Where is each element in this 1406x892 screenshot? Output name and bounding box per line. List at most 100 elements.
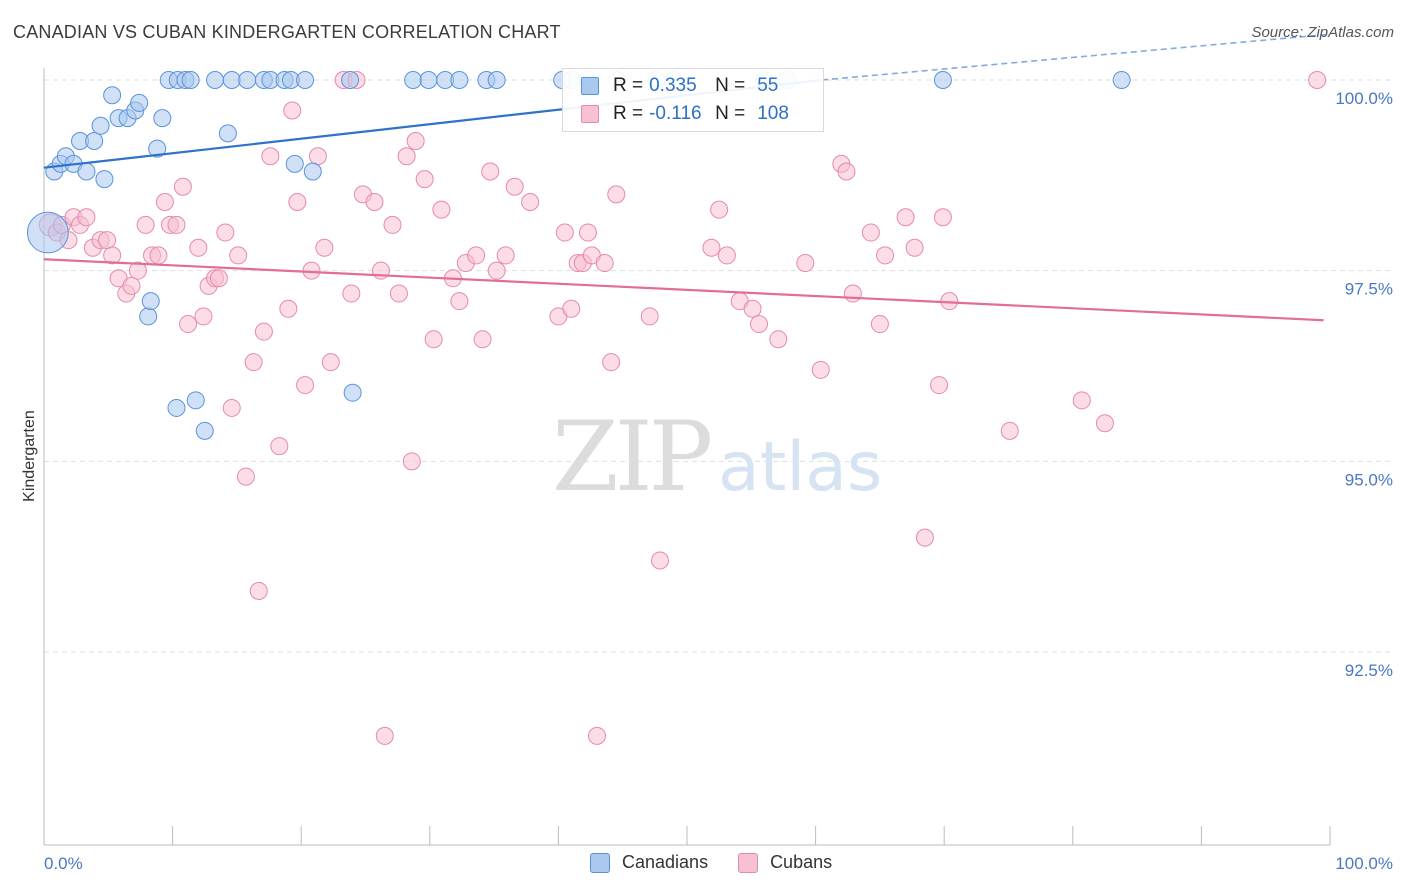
- canadians-point: [26, 211, 69, 254]
- cubans-point: [505, 177, 524, 196]
- canadians-point: [343, 383, 362, 402]
- cubans-point: [315, 238, 334, 257]
- cubans-point: [467, 246, 486, 265]
- cubans-point: [905, 238, 924, 257]
- legend-row-canadians: R = 0.335 N = 55: [581, 75, 778, 97]
- cubans-point: [194, 307, 213, 326]
- legend-r-label: R =: [613, 103, 644, 124]
- cubans-point: [562, 299, 581, 318]
- canadians-point: [218, 124, 237, 143]
- cubans-point: [487, 261, 506, 280]
- canadians-point: [195, 421, 214, 440]
- canadians-swatch: [581, 77, 599, 95]
- legend-n-label: N =: [715, 103, 746, 124]
- canadians-trend-extension: [821, 33, 1331, 81]
- cubans-point: [155, 193, 174, 212]
- cubans-point: [167, 215, 186, 234]
- canadians-point: [181, 71, 200, 89]
- watermark-atlas: atlas: [718, 428, 882, 507]
- legend-r-label: R =: [613, 75, 644, 96]
- cubans-swatch: [738, 852, 759, 873]
- cubans-point: [402, 452, 421, 471]
- cubans-point: [650, 551, 669, 570]
- legend-item-cubans: Cubans: [738, 852, 832, 873]
- cubans-point: [1095, 414, 1114, 433]
- y-tick-label: 100.0%: [1335, 89, 1393, 108]
- cubans-point: [179, 315, 198, 334]
- legend-label-cubans: Cubans: [770, 852, 833, 872]
- canadians-point: [153, 109, 172, 128]
- cubans-point: [861, 223, 880, 242]
- legend-label-canadians: Canadians: [622, 852, 709, 872]
- legend-r-value: 0.335: [649, 75, 697, 96]
- cubans-point: [122, 276, 141, 295]
- cubans-point: [389, 284, 408, 303]
- source-credit: Source: ZipAtlas.com: [1251, 24, 1394, 41]
- canadians-point: [77, 162, 96, 181]
- cubans-point: [811, 360, 830, 379]
- cubans-point: [843, 284, 862, 303]
- cubans-point: [415, 170, 434, 189]
- cubans-point: [496, 246, 515, 265]
- cubans-point: [473, 330, 492, 349]
- cubans-point: [915, 528, 934, 547]
- cubans-point: [607, 185, 626, 204]
- cubans-point: [796, 254, 815, 273]
- cubans-point: [1308, 71, 1327, 89]
- canadians-point: [141, 292, 160, 311]
- canadians-swatch: [590, 852, 610, 873]
- y-axis-label: Kindergarten: [21, 410, 38, 502]
- canadians-point: [1112, 71, 1131, 89]
- cubans-swatch: [581, 105, 599, 123]
- canadians-point: [95, 170, 114, 189]
- cubans-point: [406, 132, 425, 151]
- legend-n-value: 108: [757, 103, 789, 124]
- cubans-point: [769, 330, 788, 349]
- cubans-point: [173, 177, 192, 196]
- cubans-point: [1000, 421, 1019, 440]
- cubans-trend-line: [43, 258, 1324, 322]
- canadians-point: [419, 71, 438, 89]
- watermark-zip: ZIP: [552, 401, 711, 513]
- cubans-point: [342, 284, 361, 303]
- canadians-point: [222, 71, 241, 89]
- canadians-point: [148, 139, 167, 158]
- cubans-point: [702, 238, 721, 257]
- cubans-point: [261, 147, 280, 166]
- cubans-point: [288, 193, 307, 212]
- cubans-point: [77, 208, 96, 227]
- legend-r-value: -0.116: [649, 103, 702, 124]
- series-legend: Canadians Cubans: [590, 852, 862, 873]
- chart-title: CANADIAN VS CUBAN KINDERGARTEN CORRELATI…: [13, 22, 561, 42]
- cubans-point: [896, 208, 915, 227]
- canadians-point: [167, 398, 186, 417]
- data-points: [26, 71, 1327, 745]
- cubans-point: [837, 162, 856, 181]
- cubans-point: [595, 254, 614, 273]
- cubans-point: [249, 581, 268, 600]
- cubans-point: [321, 353, 340, 372]
- cubans-point: [750, 315, 769, 334]
- cubans-point: [383, 215, 402, 234]
- legend-n-label: N =: [715, 75, 746, 96]
- canadians-point: [487, 71, 506, 89]
- y-tick-label: 95.0%: [1345, 470, 1393, 489]
- cubans-point: [555, 223, 574, 242]
- cubans-point: [254, 322, 273, 341]
- y-tick-label: 92.5%: [1345, 661, 1393, 680]
- tick-labels: 92.5% 95.0% 97.5% 100.0% 0.0% 100.0%: [44, 89, 1393, 873]
- cubans-point: [229, 246, 248, 265]
- cubans-point: [308, 147, 327, 166]
- correlation-legend: R = 0.335 N = 55 R = -0.116 N = 108: [562, 68, 824, 132]
- cubans-point: [189, 238, 208, 257]
- cubans-point: [244, 353, 263, 372]
- legend-row-cubans: R = -0.116 N = 108: [581, 103, 789, 125]
- x-tick-label: 100.0%: [1335, 854, 1393, 873]
- cubans-point: [930, 376, 949, 395]
- canadians-point: [206, 71, 225, 89]
- canadians-point: [186, 391, 205, 410]
- cubans-point: [128, 261, 147, 280]
- canadians-point: [404, 71, 423, 89]
- cubans-point: [103, 246, 122, 265]
- cubans-point: [136, 215, 155, 234]
